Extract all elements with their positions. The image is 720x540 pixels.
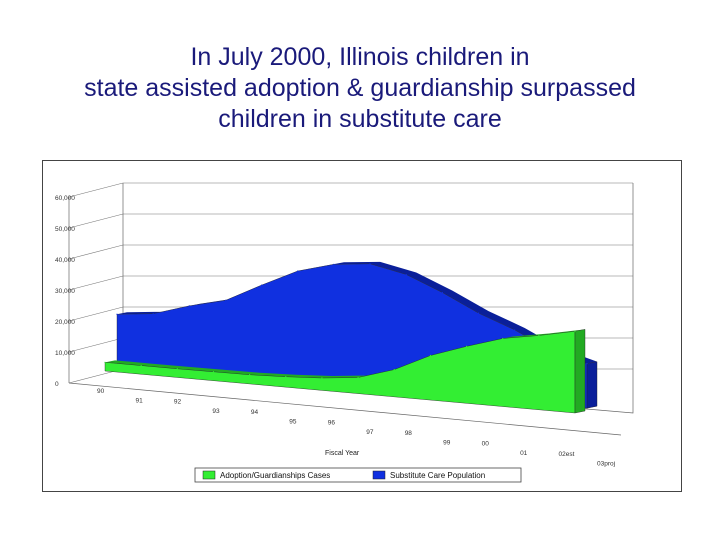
x-tick-label: 93	[212, 408, 220, 415]
legend: Adoption/Guardianships Cases Substitute C…	[194, 467, 522, 483]
substitute-care-series-end-cap	[586, 361, 598, 409]
substitute-care-series-point	[116, 313, 118, 315]
substitute-care-series-point	[514, 329, 516, 331]
adoption-series-point	[429, 354, 431, 357]
adoption-series-point	[140, 364, 142, 367]
adoption-series-point	[212, 371, 215, 373]
chart-frame: 0 10,000 20,000 30,000 40,000 50,000 60,000 90 9…	[42, 160, 682, 492]
substitute-care-series-point	[369, 263, 371, 265]
substitute-care-series-point	[586, 363, 588, 365]
substitute-care-series-point	[333, 263, 335, 265]
x-tick-label: 03proj	[597, 460, 615, 467]
adoption-series-point	[502, 337, 504, 340]
substitute-care-series-point	[477, 312, 480, 314]
y-tick-label: 40,000	[55, 257, 75, 264]
y-tick-label: 60,000	[55, 195, 75, 202]
adoption-series-point	[393, 369, 395, 371]
substitute-care-series-point	[261, 284, 263, 286]
chart-svg: 0 10,000 20,000 30,000 40,000 50,000 60,000 90 9…	[55, 182, 634, 483]
floor-front-edge	[68, 382, 622, 436]
x-tick-label: 01	[520, 450, 528, 457]
y-tick-label: 20,000	[55, 319, 75, 326]
adoption-series-point	[249, 374, 251, 376]
gridline-left-wall	[68, 275, 124, 291]
substitute-care-series-point	[405, 273, 407, 276]
x-tick-label: 96	[328, 420, 336, 427]
substitute-care-series-point	[188, 305, 190, 307]
substitute-care-series-point	[224, 299, 227, 302]
adoption-series-point	[574, 330, 576, 332]
slide-title: In July 2000, Illinois children in state…	[20, 42, 700, 135]
legend-box	[194, 467, 522, 483]
x-tick-label: 94	[251, 409, 259, 416]
x-tick-label: 98	[405, 430, 413, 437]
x-tick-label: 91	[135, 397, 143, 404]
title-line-1: In July 2000, Illinois children in	[190, 43, 530, 71]
legend-swatch-substitute	[372, 470, 386, 480]
legend-label-substitute: Substitute Care Population	[390, 471, 485, 480]
x-tick-label: 97	[366, 429, 374, 436]
adoption-series-point	[104, 361, 106, 363]
gridline-left-wall	[68, 182, 124, 198]
gridline-left-wall	[68, 244, 124, 260]
x-tick-label: 92	[174, 399, 182, 406]
y-tick-label: 50,000	[55, 226, 75, 233]
adoption-series-point	[465, 345, 468, 347]
x-axis-title: Fiscal Year	[325, 450, 360, 457]
legend-label-adoption: Adoption/Guardianships Cases	[220, 471, 330, 480]
title-line-2: state assisted adoption & guardianship s…	[84, 74, 636, 102]
x-tick-label: 95	[289, 418, 297, 425]
legend-swatch-adoption	[202, 470, 216, 480]
substitute-care-series-point	[441, 291, 443, 294]
adoption-series-point	[285, 376, 287, 378]
adoption-series-end-cap	[574, 329, 586, 414]
gridline-left-wall	[68, 337, 124, 353]
y-tick-label: 30,000	[55, 288, 75, 295]
x-tick-label: 99	[443, 439, 451, 446]
adoption-series-point	[321, 377, 323, 379]
x-tick-label: 90	[97, 388, 105, 395]
x-tick-label: 02est	[559, 451, 575, 458]
title-line-3: children in substitute care	[218, 105, 502, 133]
y-tick-label: 0	[55, 381, 59, 388]
x-tick-label: 00	[482, 441, 490, 448]
substitute-care-series-point	[152, 313, 154, 315]
adoption-series-point	[176, 368, 178, 370]
gridline-left-wall	[68, 213, 124, 229]
y-tick-label: 10,000	[55, 350, 75, 357]
adoption-series-point	[538, 334, 540, 337]
gridline-left-wall	[68, 306, 124, 322]
adoption-series-point	[357, 376, 359, 379]
substitute-care-series-point	[297, 270, 299, 272]
